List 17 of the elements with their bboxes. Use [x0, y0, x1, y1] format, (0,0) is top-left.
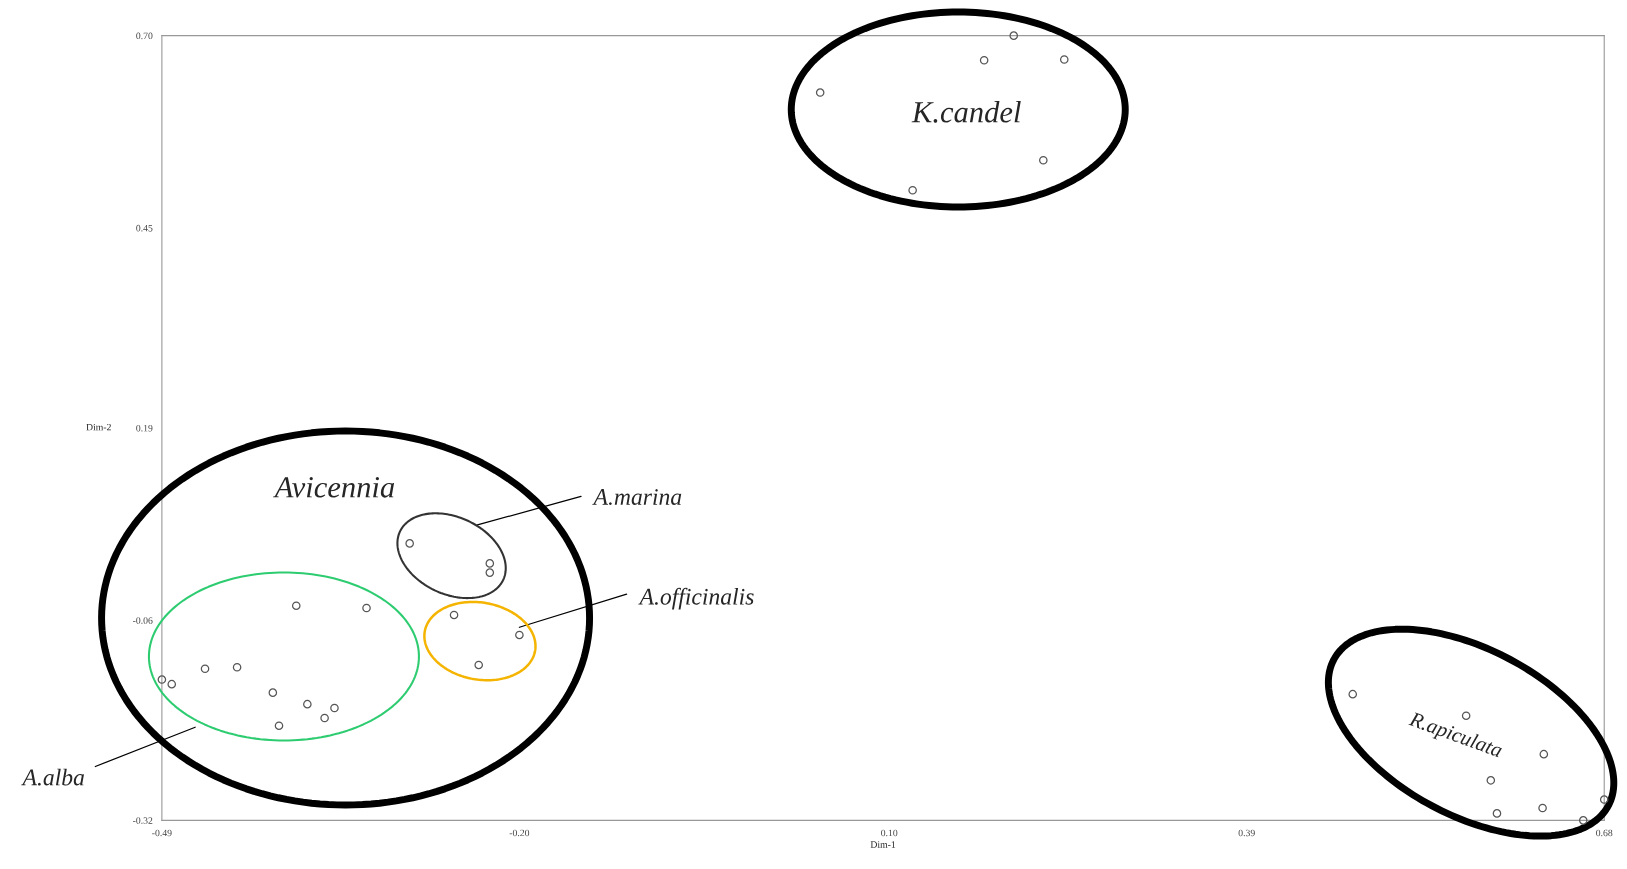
annotation: K.candel — [911, 101, 1021, 123]
x-tick-label: 0.68 — [1596, 829, 1613, 837]
annotation: A.officinalis — [638, 587, 754, 610]
x-axis-title: Dim-1 — [870, 841, 896, 848]
x-tick-label: -0.20 — [509, 829, 530, 837]
x-tick-label: -0.49 — [152, 829, 172, 837]
annotation: Avicennia — [273, 477, 395, 498]
annotation: A.marina — [592, 489, 682, 506]
y-tick-label: 0.70 — [136, 32, 153, 40]
x-tick-label: 0.10 — [881, 829, 898, 837]
y-tick-label: 0.19 — [136, 424, 153, 432]
x-tick-label: 0.39 — [1238, 829, 1255, 837]
y-tick-label: -0.06 — [132, 617, 153, 624]
y-axis-title: Dim-2 — [86, 423, 111, 431]
text: A.alba — [21, 768, 84, 786]
y-tick-label: -0.32 — [132, 817, 153, 824]
y-tick-label: 0.45 — [136, 224, 153, 232]
